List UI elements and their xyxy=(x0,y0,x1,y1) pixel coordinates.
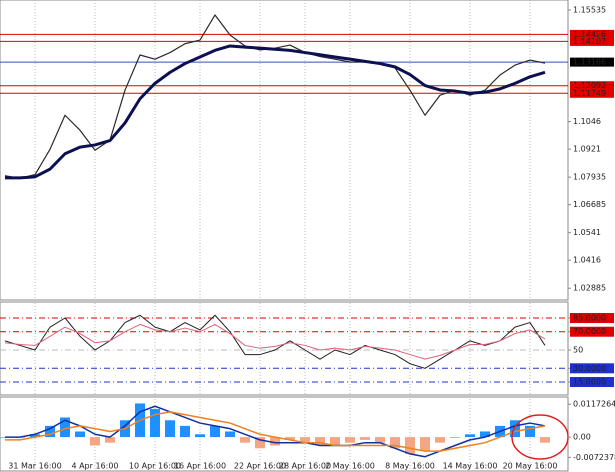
histogram-bar xyxy=(405,437,415,454)
x-tick-label: 8 May 16:00 xyxy=(385,462,435,471)
x-tick-label: 10 Apr 16:00 xyxy=(129,462,181,471)
y-tick-label: 1.06685 xyxy=(573,200,606,209)
histogram-bar xyxy=(525,425,535,438)
histogram-bar xyxy=(45,425,55,438)
histogram-bar xyxy=(90,437,100,446)
price-level-box xyxy=(570,88,614,98)
series-line xyxy=(5,411,546,452)
y-tick-label: 15.0000 xyxy=(573,378,606,387)
histogram-bar xyxy=(195,434,205,438)
y-tick-label: 1.15535 xyxy=(573,6,606,15)
y-tick-label: 1.1046 xyxy=(573,117,601,126)
histogram-bar xyxy=(345,437,355,443)
y-tick-label: 50 xyxy=(573,346,583,355)
histogram-bar xyxy=(390,437,400,449)
histogram-bar xyxy=(210,425,220,438)
histogram-bar xyxy=(225,431,235,438)
x-tick-label: 20 May 16:00 xyxy=(503,462,558,471)
y-tick-label: 85.0000 xyxy=(573,314,606,323)
histogram-bar xyxy=(60,417,70,438)
histogram-bar xyxy=(150,409,160,438)
histogram-bar xyxy=(240,437,250,443)
y-tick-box xyxy=(570,326,614,337)
histogram-bar xyxy=(450,437,460,438)
price-level-label: 1.14426 xyxy=(573,30,606,39)
x-tick-label: 31 Mar 16:00 xyxy=(8,462,61,471)
x-tick-label: 16 Apr 16:00 xyxy=(174,462,226,471)
x-tick-label: 2 May 16:00 xyxy=(325,462,375,471)
price-level-label: 1.14107 xyxy=(573,37,606,46)
price-level-box xyxy=(570,29,614,39)
last-price-label: 1.13166 xyxy=(573,58,606,67)
histogram-bar xyxy=(270,437,280,446)
histogram-bar xyxy=(300,437,310,443)
x-tick-label: 22 Apr 16:00 xyxy=(234,462,286,471)
y-tick-box xyxy=(570,363,614,374)
histogram-bar xyxy=(165,420,175,438)
price-level-box xyxy=(570,81,614,91)
histogram-bar xyxy=(255,437,265,449)
y-tick-label: 0.0117264 xyxy=(573,400,615,409)
y-tick-label: 30.0000 xyxy=(573,364,606,373)
y-tick-box xyxy=(570,313,614,324)
last-price-box xyxy=(570,57,614,67)
histogram-bar xyxy=(420,437,430,452)
y-tick-label: -0.0072378 xyxy=(573,453,615,462)
histogram-bar xyxy=(105,437,115,443)
histogram-bar xyxy=(480,431,490,438)
price-level-box xyxy=(570,36,614,46)
histogram-bar xyxy=(375,437,385,443)
histogram-bar xyxy=(510,420,520,438)
price-level-label: 1.12092 xyxy=(573,81,606,90)
histogram-bar xyxy=(330,437,340,446)
histogram-bar xyxy=(285,437,295,440)
y-tick-label: 1.0921 xyxy=(573,145,601,154)
y-tick-label: 1.02885 xyxy=(573,284,606,293)
y-tick-label: 70.0000 xyxy=(573,327,606,336)
histogram-bar xyxy=(75,431,85,438)
series-line xyxy=(4,323,546,360)
price-panel xyxy=(0,0,569,301)
x-tick-label: 28 Apr 16:00 xyxy=(279,462,331,471)
y-tick-label: 1.07935 xyxy=(573,173,606,182)
y-tick-label: 1.0416 xyxy=(573,256,601,265)
y-tick-box xyxy=(570,377,614,388)
histogram-bar xyxy=(540,437,550,443)
x-tick-label: 4 Apr 16:00 xyxy=(71,462,118,471)
x-tick-label: 14 May 16:00 xyxy=(443,462,498,471)
y-tick-label: 0.00 xyxy=(573,433,591,442)
histogram-bar xyxy=(315,437,325,446)
series-line xyxy=(5,405,546,458)
histogram-bar xyxy=(30,434,40,438)
histogram-bar xyxy=(360,437,370,440)
histogram-bar xyxy=(465,434,475,438)
y-tick-label: 1.0541 xyxy=(573,228,601,237)
price-level-label: 1.11749 xyxy=(573,89,606,98)
series-line xyxy=(5,44,546,180)
oscillator-panel xyxy=(0,301,569,396)
histogram-bar xyxy=(435,437,445,443)
histogram-bar xyxy=(180,425,190,438)
